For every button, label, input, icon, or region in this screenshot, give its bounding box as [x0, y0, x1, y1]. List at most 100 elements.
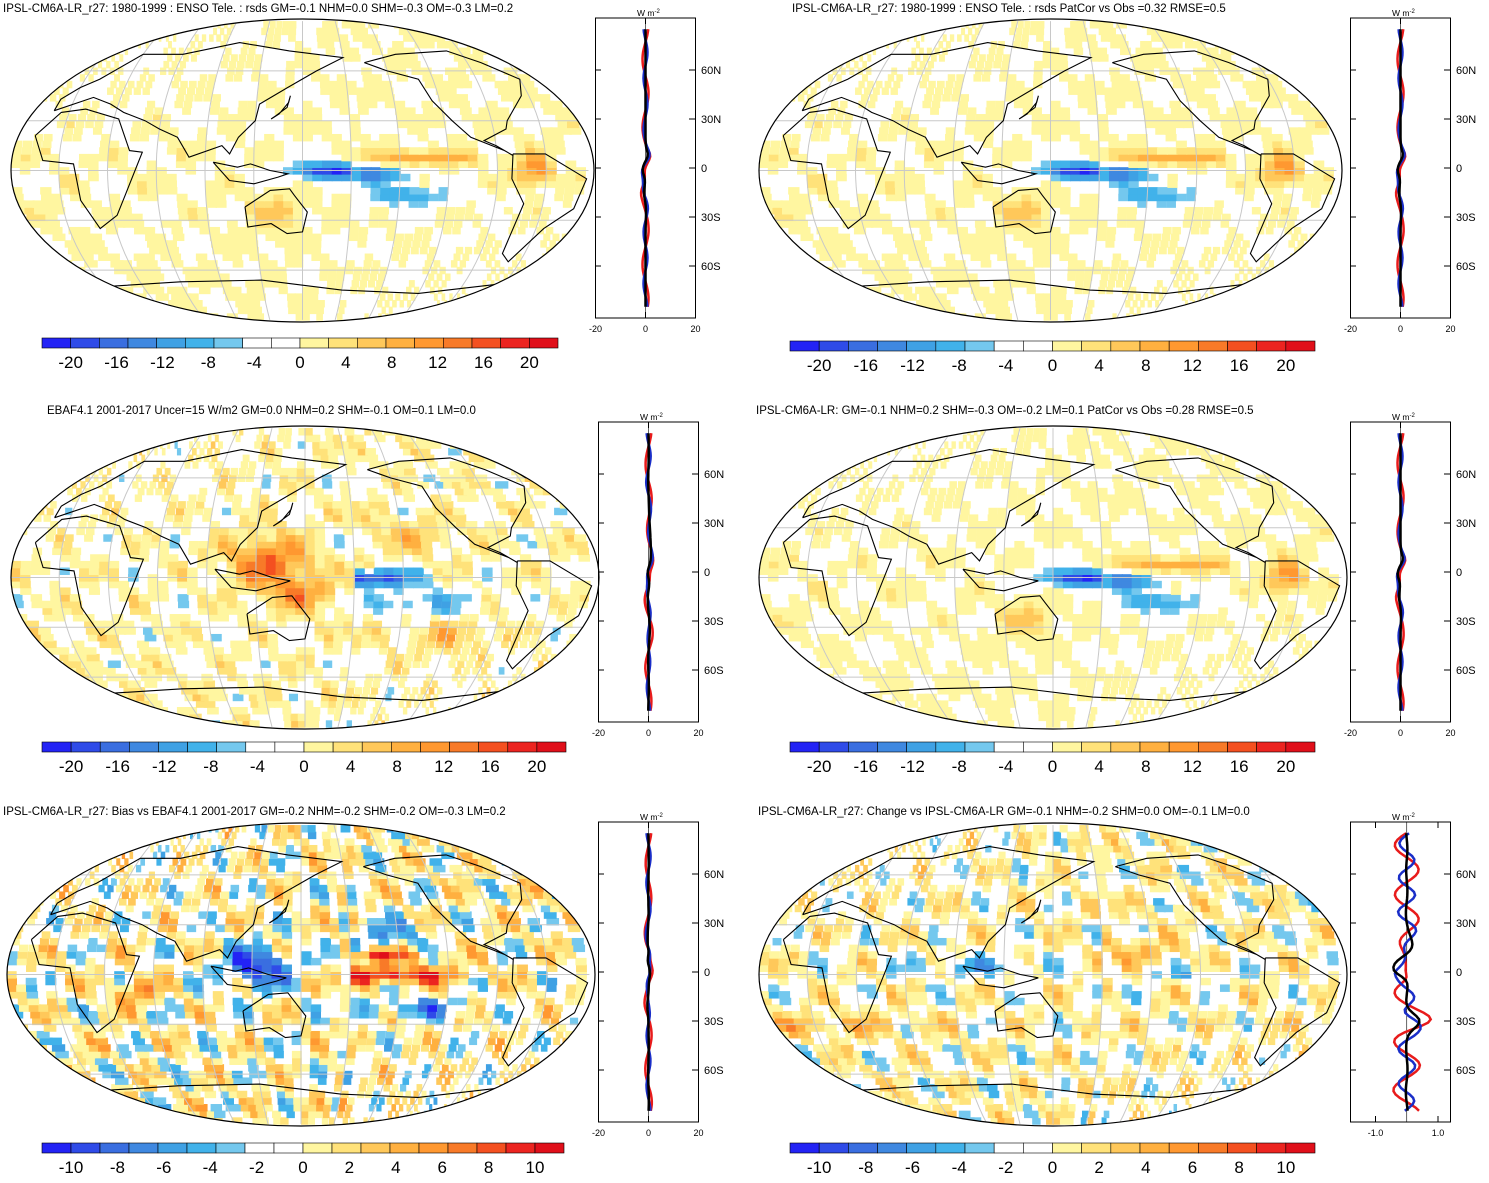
- zonal-x-tick-label: 0: [646, 728, 651, 738]
- colorbar-swatch: [1023, 1143, 1052, 1153]
- colorbar-label: 8: [1141, 356, 1150, 375]
- colorbar-swatch: [42, 1143, 71, 1153]
- colorbar-swatch: [848, 742, 877, 752]
- colorbar-label: -8: [203, 757, 218, 776]
- colorbar-label: -20: [58, 353, 83, 372]
- colorbar-label: 12: [1183, 356, 1202, 375]
- zonal-lat-label: 30N: [1456, 114, 1476, 126]
- colorbar-label: 2: [345, 1158, 354, 1177]
- colorbar-label: -12: [900, 757, 925, 776]
- colorbar-label: -2: [998, 1158, 1013, 1177]
- colorbar-swatch: [71, 338, 100, 348]
- panel-title: IPSL-CM6A-LR: GM=-0.1 NHM=0.2 SHM=-0.3 O…: [756, 405, 1254, 417]
- colorbar-label: -16: [104, 353, 129, 372]
- zonal-lat-label: 30S: [704, 1016, 724, 1028]
- colorbar-swatch: [420, 742, 449, 752]
- zonal-x-tick-label: -20: [1344, 728, 1357, 738]
- global-map: [6, 822, 596, 1127]
- colorbar-label: 20: [1276, 356, 1295, 375]
- colorbar-swatch: [1169, 742, 1198, 752]
- zonal-lat-label: 60N: [704, 869, 724, 881]
- zonal-x-tick-label: 0: [646, 1128, 651, 1138]
- zonal-lat-label: 60N: [1456, 869, 1476, 881]
- colorbar-swatch: [907, 742, 936, 752]
- global-map: [758, 425, 1348, 730]
- colorbar-label: 4: [1094, 356, 1103, 375]
- zonal-lat-label: 60S: [701, 261, 721, 273]
- colorbar-swatch: [1053, 341, 1082, 351]
- zonal-unit-label: W m-2: [1392, 412, 1415, 422]
- colorbar-swatch: [71, 742, 100, 752]
- colorbar-swatch: [1198, 742, 1227, 752]
- zonal-lat-label: 30N: [701, 114, 721, 126]
- zonal-lat-label: 60N: [704, 469, 724, 481]
- colorbar-swatch: [42, 338, 71, 348]
- colorbar-label: -16: [105, 757, 130, 776]
- colorbar-label: -8: [952, 356, 967, 375]
- zonal-unit-label: W m-2: [640, 412, 663, 422]
- colorbar-label: 6: [1188, 1158, 1197, 1177]
- colorbar-swatch: [479, 742, 508, 752]
- colorbar-swatch: [936, 1143, 965, 1153]
- global-map: [758, 18, 1343, 323]
- colorbar-swatch: [1023, 341, 1052, 351]
- colorbar-swatch: [415, 338, 444, 348]
- zonal-x-tick-label: -20: [589, 324, 602, 334]
- zonal-x-tick-label: -20: [592, 728, 605, 738]
- zonal-unit-label: W m-2: [637, 8, 660, 18]
- colorbar-label: -12: [150, 353, 175, 372]
- panel-enso-reference-model: IPSL-CM6A-LR: GM=-0.1 NHM=0.2 SHM=-0.3 O…: [745, 400, 1489, 790]
- panel-change-vs-model: IPSL-CM6A-LR_r27: Change vs IPSL-CM6A-LR…: [745, 800, 1489, 1177]
- global-map: [10, 18, 595, 323]
- colorbar-swatch: [1053, 742, 1082, 752]
- colorbar-label: -16: [854, 757, 879, 776]
- colorbar-swatch: [819, 341, 848, 351]
- colorbar-swatch: [1286, 742, 1315, 752]
- colorbar-swatch: [878, 1143, 907, 1153]
- colorbar-swatch: [275, 742, 304, 752]
- colorbar-swatch: [529, 338, 558, 348]
- colorbar-swatch: [361, 1143, 390, 1153]
- panel-enso-patcor-r27: IPSL-CM6A-LR_r27: 1980-1999 : ENSO Tele.…: [745, 0, 1489, 390]
- colorbar-label: -12: [152, 757, 177, 776]
- colorbar-swatch: [333, 742, 362, 752]
- colorbar-label: 12: [428, 353, 447, 372]
- colorbar-swatch: [1140, 1143, 1169, 1153]
- colorbar-swatch: [936, 742, 965, 752]
- colorbar-swatch: [506, 1143, 535, 1153]
- panel-title: IPSL-CM6A-LR_r27: Bias vs EBAF4.1 2001-2…: [3, 806, 506, 818]
- colorbar-swatch: [99, 338, 128, 348]
- colorbar-swatch: [790, 742, 819, 752]
- colorbar-label: 20: [520, 353, 539, 372]
- colorbar-swatch: [419, 1143, 448, 1153]
- colorbar-label: 20: [1276, 757, 1295, 776]
- colorbar-label: -8: [110, 1158, 125, 1177]
- colorbar-swatch: [128, 338, 157, 348]
- colorbar-label: 2: [1094, 1158, 1103, 1177]
- colorbar-swatch: [246, 742, 275, 752]
- colorbar-swatch: [188, 742, 217, 752]
- colorbar-label: 16: [481, 757, 500, 776]
- zonal-lat-label: 60S: [704, 665, 724, 677]
- colorbar-swatch: [448, 1143, 477, 1153]
- colorbar-label: 8: [392, 757, 401, 776]
- colorbar-label: -10: [807, 1158, 832, 1177]
- colorbar-swatch: [332, 1143, 361, 1153]
- colorbar-label: -8: [201, 353, 216, 372]
- colorbar-label: 16: [474, 353, 493, 372]
- coastline-antarctica: [104, 687, 508, 700]
- colorbar-label: 10: [526, 1158, 545, 1177]
- colorbar-swatch: [1257, 341, 1286, 351]
- zonal-lat-label: 0: [1456, 567, 1462, 579]
- colorbar-label: 0: [1048, 356, 1057, 375]
- colorbar-label: 8: [1234, 1158, 1243, 1177]
- colorbar-swatch: [245, 1143, 274, 1153]
- global-map: [758, 822, 1348, 1127]
- colorbar-label: 6: [437, 1158, 446, 1177]
- colorbar-swatch: [819, 1143, 848, 1153]
- colorbar-swatch: [216, 1143, 245, 1153]
- colorbar-label: -8: [952, 757, 967, 776]
